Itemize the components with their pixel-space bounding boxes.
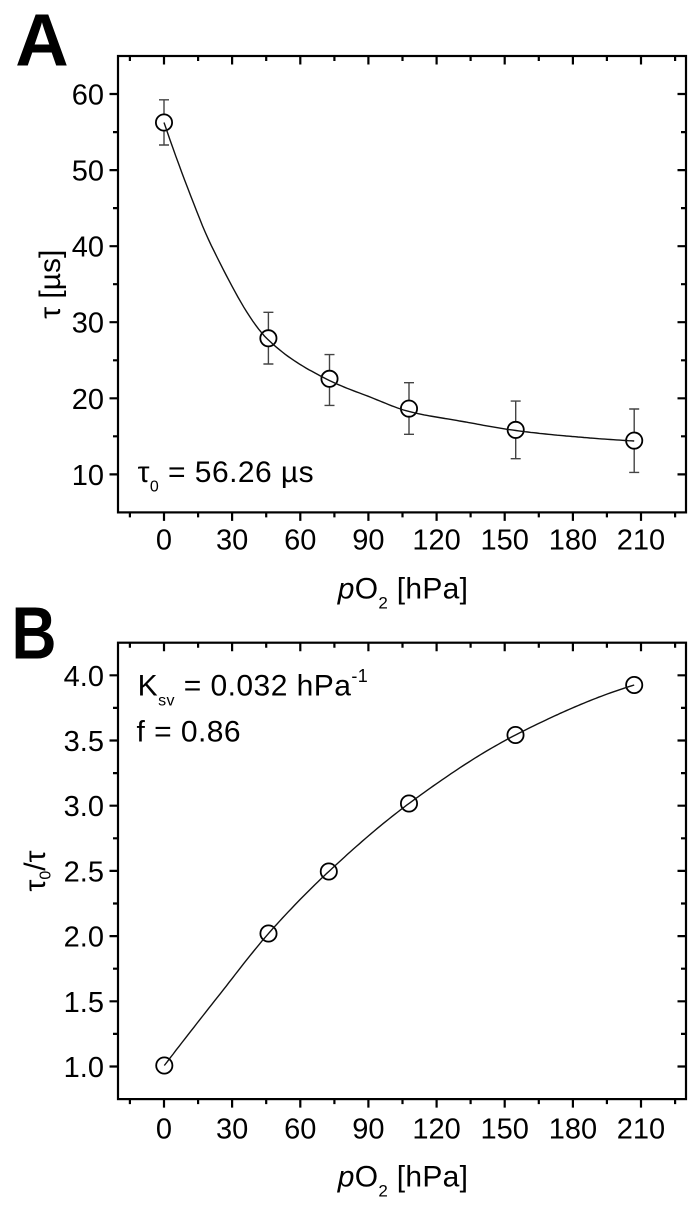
svg-text:180: 180 bbox=[549, 1114, 597, 1146]
svg-text:60: 60 bbox=[284, 524, 316, 556]
svg-text:150: 150 bbox=[481, 1114, 529, 1146]
svg-text:50: 50 bbox=[72, 156, 104, 188]
svg-text:210: 210 bbox=[617, 1114, 665, 1146]
svg-text:120: 120 bbox=[412, 524, 460, 556]
svg-text:Ksv = 0.032 hPa-1: Ksv = 0.032 hPa-1 bbox=[138, 666, 369, 710]
svg-text:2.5: 2.5 bbox=[64, 856, 104, 888]
svg-text:120: 120 bbox=[412, 1114, 460, 1146]
svg-text:30: 30 bbox=[216, 524, 248, 556]
svg-text:90: 90 bbox=[352, 524, 384, 556]
svg-text:30: 30 bbox=[72, 308, 104, 340]
svg-text:0: 0 bbox=[156, 524, 172, 556]
svg-text:τ0/τ: τ0/τ bbox=[19, 850, 55, 891]
svg-text:150: 150 bbox=[481, 524, 529, 556]
svg-text:180: 180 bbox=[549, 524, 597, 556]
svg-text:3.5: 3.5 bbox=[64, 726, 104, 758]
svg-text:60: 60 bbox=[72, 80, 104, 112]
svg-text:3.0: 3.0 bbox=[64, 791, 104, 823]
svg-text:10: 10 bbox=[72, 460, 104, 492]
svg-text:0: 0 bbox=[156, 1114, 172, 1146]
svg-text:B: B bbox=[12, 591, 57, 674]
svg-text:60: 60 bbox=[284, 1114, 316, 1146]
svg-text:A: A bbox=[15, 0, 68, 82]
svg-text:40: 40 bbox=[72, 232, 104, 264]
svg-text:1.5: 1.5 bbox=[64, 987, 104, 1019]
svg-text:4.0: 4.0 bbox=[64, 661, 104, 693]
svg-text:f = 0.86: f = 0.86 bbox=[137, 716, 242, 749]
svg-text:2.0: 2.0 bbox=[64, 922, 104, 954]
svg-text:20: 20 bbox=[72, 384, 104, 416]
svg-text:τ [µs]: τ [µs] bbox=[34, 250, 67, 319]
svg-text:1.0: 1.0 bbox=[64, 1052, 104, 1084]
svg-text:τ0 = 56.26 µs: τ0 = 56.26 µs bbox=[138, 456, 315, 496]
svg-text:90: 90 bbox=[352, 1114, 384, 1146]
svg-text:30: 30 bbox=[216, 1114, 248, 1146]
svg-text:210: 210 bbox=[617, 524, 665, 556]
